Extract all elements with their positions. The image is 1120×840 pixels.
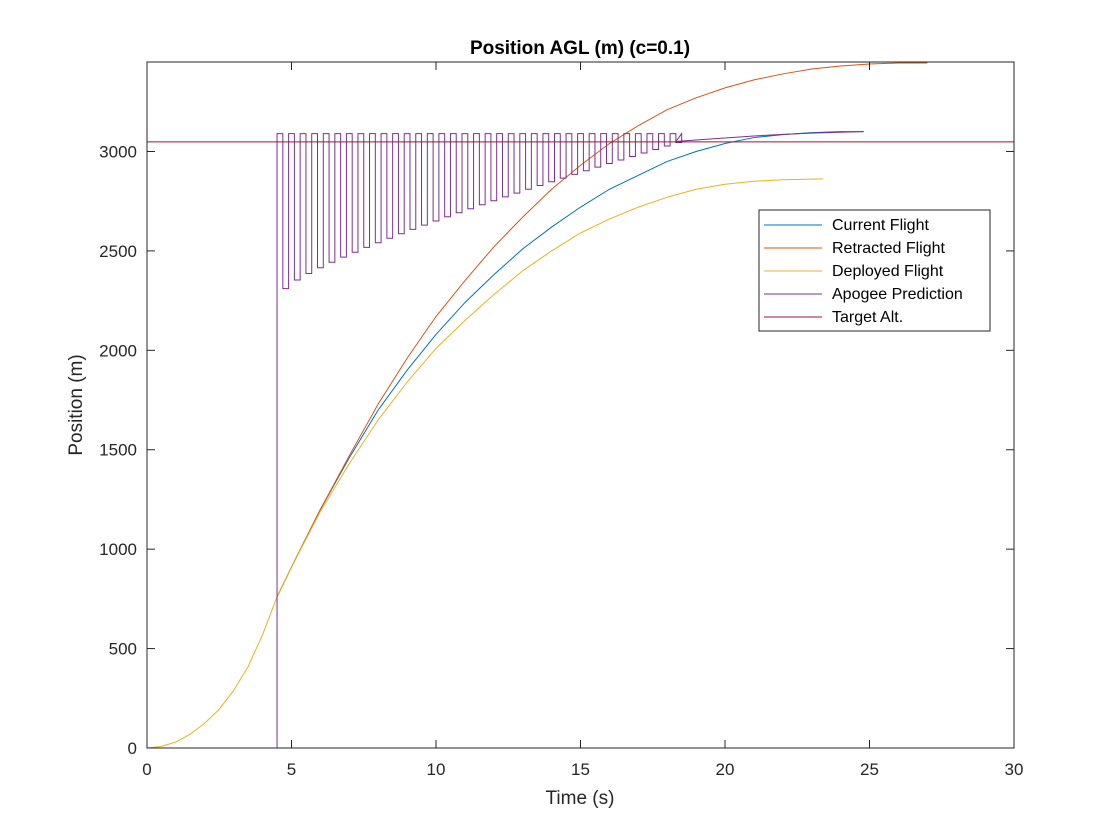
legend-label-current: Current Flight: [832, 217, 929, 234]
x-tick-label: 0: [142, 760, 151, 779]
x-tick-label: 15: [571, 760, 590, 779]
x-tick-label: 5: [287, 760, 296, 779]
series-line-apogee-prediction: [276, 131, 864, 748]
x-tick-label: 30: [1005, 760, 1024, 779]
y-tick-label: 3000: [99, 142, 137, 161]
x-tick-label: 10: [427, 760, 446, 779]
chart-title: Position AGL (m) (c=0.1): [470, 38, 690, 59]
x-tick-label: 25: [860, 760, 879, 779]
x-axis: 0 5 10 15 20 25 30: [142, 62, 1023, 779]
y-tick-label: 0: [128, 739, 137, 758]
y-axis: 0 500 1000 1500 2000 2500 3000: [99, 142, 1014, 758]
series-line-current-flight: [276, 131, 864, 598]
x-axis-label: Time (s): [546, 788, 615, 809]
series-line-deployed-flight: [147, 178, 824, 748]
y-tick-label: 1000: [99, 540, 137, 559]
x-tick-label: 20: [716, 760, 735, 779]
legend-label-apogee: Apogee Prediction: [832, 286, 963, 303]
legend-label-target: Target Alt.: [832, 309, 903, 326]
y-tick-label: 1500: [99, 441, 137, 460]
legend-label-retracted: Retracted Flight: [832, 240, 945, 257]
y-tick-label: 2500: [99, 242, 137, 261]
series-layer: [147, 62, 1014, 748]
y-tick-label: 500: [109, 640, 137, 659]
legend: Current Flight Retracted Flight Deployed…: [758, 209, 991, 332]
y-tick-label: 2000: [99, 341, 137, 360]
y-axis-label: Position (m): [66, 354, 87, 455]
legend-label-deployed: Deployed Flight: [832, 263, 944, 280]
